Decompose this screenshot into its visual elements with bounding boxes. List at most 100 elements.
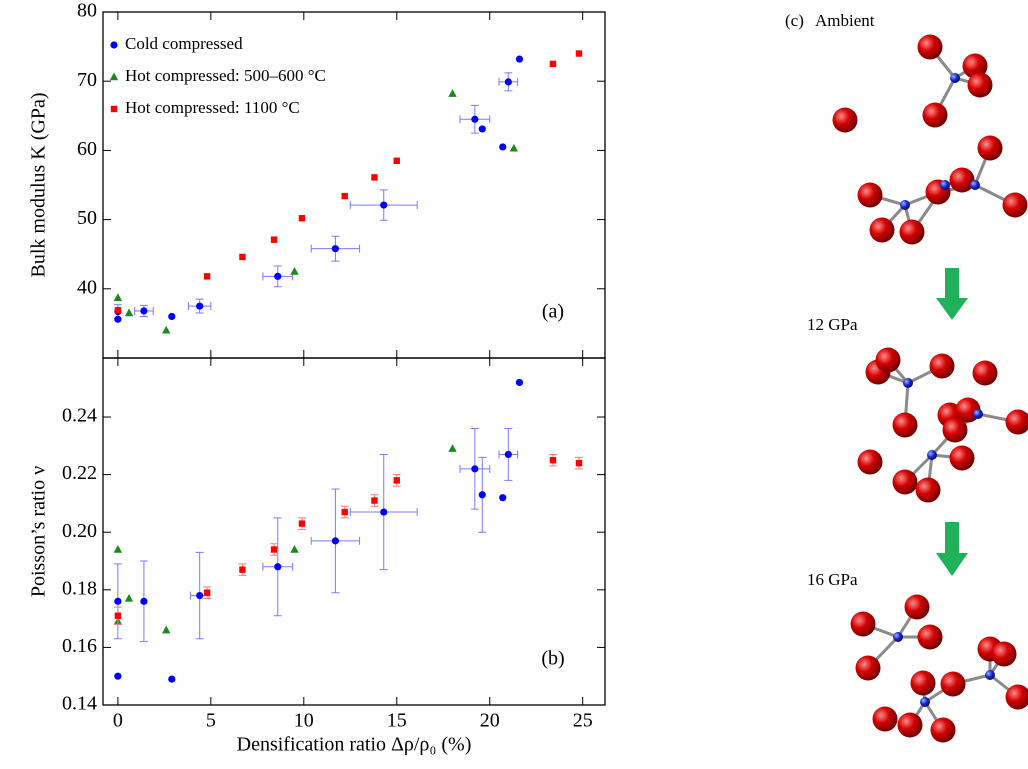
- arrow: [936, 268, 968, 576]
- silicon-atom: [970, 180, 980, 190]
- silicon-atom: [893, 632, 903, 642]
- point: [114, 672, 122, 680]
- point: [515, 378, 524, 387]
- oxygen-atom: [949, 445, 975, 471]
- y-axis-label: Poisson’s ratio ν: [28, 466, 50, 597]
- x-axis-label: Densification ratio Δρ/ρ₀ (%): [237, 734, 472, 756]
- oxygen-atom: [917, 34, 943, 60]
- oxygen-atom: [832, 107, 858, 133]
- point: [196, 302, 204, 310]
- point: [203, 273, 211, 280]
- point: [114, 315, 122, 323]
- panel-label: (c): [785, 11, 804, 30]
- point: [168, 675, 176, 683]
- point: [114, 597, 122, 605]
- oxygen-atom: [872, 706, 898, 732]
- point: [575, 459, 583, 467]
- point: [162, 625, 171, 634]
- silicon-atom: [950, 73, 960, 83]
- point: [471, 465, 479, 473]
- oxygen-atom: [917, 624, 943, 650]
- oxygen-atom: [915, 477, 941, 503]
- oxygen-atom: [991, 641, 1017, 667]
- silicon-atom: [920, 697, 930, 707]
- point: [124, 593, 134, 602]
- x-tick-label: 25: [573, 710, 593, 732]
- silicon-atom: [985, 670, 995, 680]
- point: [499, 143, 507, 151]
- point: [290, 267, 299, 275]
- silicon-atom: [900, 200, 910, 210]
- point: [549, 457, 557, 464]
- point: [549, 60, 557, 68]
- oxygen-atom: [892, 412, 918, 438]
- stage-label: 12 GPa: [807, 315, 858, 334]
- point: [124, 308, 134, 317]
- oxygen-atom: [929, 353, 955, 379]
- oxygen-atom: [857, 182, 883, 208]
- oxygen-atom: [857, 449, 883, 475]
- point: [371, 497, 378, 504]
- point: [393, 477, 400, 484]
- point: [114, 307, 122, 314]
- point: [140, 597, 148, 605]
- y-tick-label: 0.24: [62, 405, 97, 427]
- point: [341, 192, 348, 200]
- point: [448, 89, 457, 97]
- oxygen-atom: [855, 655, 881, 681]
- point: [478, 125, 486, 133]
- oxygen-atom: [869, 217, 895, 243]
- point: [478, 491, 486, 499]
- oxygen-atom: [962, 53, 988, 79]
- point: [196, 591, 204, 600]
- x-tick-label: 5: [206, 710, 216, 732]
- point: [270, 236, 278, 243]
- oxygen-atom: [972, 360, 998, 386]
- point: [274, 563, 282, 571]
- silicon-atom: [903, 378, 913, 388]
- oxygen-atom: [977, 135, 1003, 161]
- silicon-atom: [927, 450, 937, 460]
- point: [162, 325, 171, 334]
- legend-marker: [110, 41, 118, 49]
- y-axis-label: Bulk modulus K (GPa): [28, 93, 50, 278]
- point: [331, 245, 340, 253]
- silicon-atom: [940, 180, 950, 190]
- molecule-illustration: [832, 34, 1028, 743]
- y-tick-label: 50: [77, 207, 97, 229]
- x-tick-label: 20: [480, 710, 500, 732]
- point: [114, 612, 122, 619]
- y-tick-label: 0.20: [62, 520, 97, 542]
- point: [515, 55, 524, 63]
- legend-marker: [110, 105, 118, 113]
- legend-marker: [109, 72, 119, 81]
- point: [298, 215, 306, 222]
- point: [140, 307, 148, 315]
- point: [203, 589, 211, 596]
- plot-frame: [102, 11, 606, 359]
- oxygen-atom: [940, 671, 966, 697]
- stage-label: 16 GPa: [807, 570, 858, 589]
- point: [290, 544, 299, 553]
- silicon-atom: [973, 409, 983, 419]
- y-tick-label: 0.14: [62, 693, 97, 715]
- point: [274, 272, 282, 280]
- oxygen-atom: [875, 347, 901, 373]
- point: [504, 450, 512, 459]
- point: [331, 537, 340, 545]
- oxygen-atom: [949, 167, 975, 193]
- point: [113, 293, 123, 301]
- oxygen-atom: [897, 712, 923, 738]
- point: [239, 566, 246, 573]
- y-tick-label: 0.16: [62, 635, 97, 657]
- panel-label: (b): [541, 648, 564, 670]
- y-tick-label: 60: [77, 138, 97, 160]
- y-tick-label: 80: [77, 0, 97, 22]
- point: [504, 78, 512, 86]
- point: [113, 544, 123, 553]
- oxygen-atom: [922, 102, 948, 128]
- point: [270, 546, 278, 553]
- oxygen-atom: [904, 594, 930, 620]
- stage-label: Ambient: [815, 11, 875, 30]
